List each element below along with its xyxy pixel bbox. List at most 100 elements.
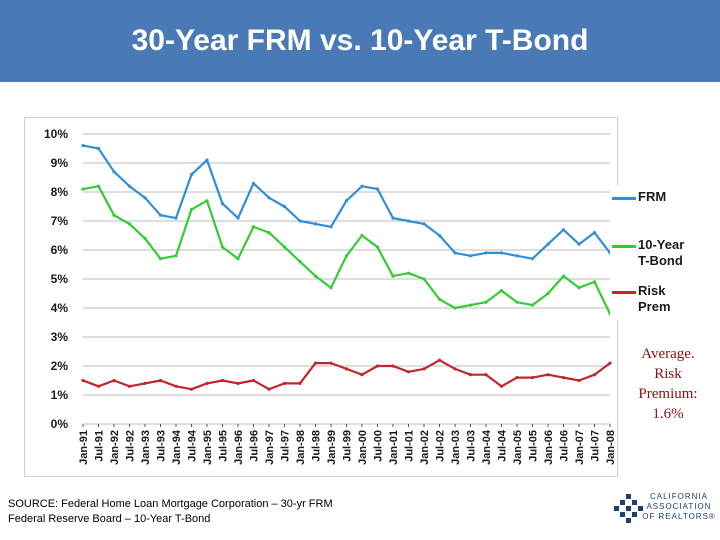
data-point-0-1: [96, 146, 101, 151]
y-tick-label: 1%: [51, 388, 69, 402]
data-point-1-14: [298, 260, 302, 264]
source-note: SOURCE: Federal Home Loan Mortgage Corpo…: [8, 497, 333, 527]
x-tick-label: Jul-91: [94, 430, 106, 462]
data-point-1-2: [112, 213, 116, 217]
data-point-1-3: [127, 222, 132, 226]
x-tick-label: Jul-07: [590, 430, 602, 462]
risk-premium-annotation: Average. Risk Premium: 1.6%: [618, 344, 718, 424]
data-point-2-30: [546, 373, 550, 377]
x-tick-label: Jan-95: [202, 430, 214, 465]
x-tick-label: Jul-01: [404, 430, 416, 462]
data-point-1-1: [96, 184, 101, 188]
data-point-2-17: [344, 367, 349, 371]
y-tick-label: 9%: [51, 156, 69, 170]
annotation-line-3: Premium:: [638, 386, 698, 402]
data-point-2-12: [267, 387, 271, 391]
data-point-1-33: [592, 280, 597, 284]
data-point-1-4: [143, 236, 147, 240]
y-tick-label: 8%: [51, 185, 69, 199]
data-point-1-23: [437, 297, 442, 301]
data-point-1-25: [468, 303, 473, 307]
data-point-1-9: [220, 245, 225, 249]
data-point-2-3: [127, 384, 132, 388]
logo-line-2: ASSOCIATION: [646, 502, 712, 511]
data-point-2-7: [189, 387, 194, 391]
data-point-1-13: [282, 245, 287, 249]
legend-label-frm: FRM: [638, 189, 667, 204]
x-tick-label: Jul-97: [280, 430, 292, 462]
data-point-1-7: [189, 207, 194, 211]
data-point-1-10: [236, 257, 240, 261]
data-point-2-13: [282, 381, 287, 385]
data-point-2-18: [360, 373, 364, 377]
data-point-0-0: [81, 144, 85, 148]
data-point-1-11: [251, 225, 256, 229]
legend-swatch-frm: [612, 197, 636, 200]
data-point-1-27: [499, 289, 504, 293]
data-point-0-31: [561, 228, 566, 232]
data-point-1-20: [391, 274, 395, 278]
x-tick-label: Jan-00: [357, 430, 369, 465]
data-point-1-15: [313, 274, 318, 278]
data-point-0-28: [515, 254, 519, 258]
data-point-1-26: [484, 300, 488, 304]
data-point-2-24: [453, 367, 457, 371]
logo-text: CALIFORNIA ASSOCIATION OF REALTORS®: [642, 492, 716, 522]
data-point-0-7: [189, 173, 194, 177]
x-tick-label: Jan-03: [450, 430, 462, 465]
data-point-0-2: [112, 170, 116, 174]
x-tick-label: Jul-03: [466, 430, 478, 462]
data-point-2-14: [298, 381, 302, 385]
data-point-2-6: [174, 384, 178, 388]
x-tick-label: Jan-02: [419, 430, 431, 465]
data-point-2-0: [81, 378, 85, 383]
data-point-1-6: [174, 254, 178, 258]
data-point-2-4: [143, 381, 147, 385]
data-point-2-29: [530, 376, 535, 380]
x-tick-label: Jan-08: [605, 430, 617, 465]
chart-legend: FRM 10-Year T-Bond Risk Prem: [610, 185, 720, 320]
source-line-1: SOURCE: Federal Home Loan Mortgage Corpo…: [8, 498, 333, 510]
header-banner: 30-Year FRM vs. 10-Year T-Bond: [0, 0, 720, 82]
data-point-0-14: [298, 219, 302, 223]
x-tick-label: Jul-95: [218, 430, 230, 462]
data-point-1-32: [577, 286, 581, 290]
x-tick-label: Jul-99: [342, 430, 354, 462]
y-tick-label: 10%: [44, 127, 68, 141]
data-point-2-27: [499, 384, 504, 388]
data-point-2-15: [313, 361, 318, 365]
data-point-0-15: [313, 222, 318, 226]
data-point-2-1: [96, 384, 101, 388]
x-tick-label: Jul-98: [311, 430, 323, 462]
data-point-0-16: [329, 225, 333, 229]
y-tick-label: 2%: [51, 359, 69, 373]
x-tick-label: Jan-94: [171, 429, 183, 465]
x-tick-label: Jul-02: [435, 430, 447, 462]
data-point-2-31: [561, 376, 566, 380]
x-tick-label: Jan-91: [78, 430, 90, 465]
data-point-0-24: [453, 251, 457, 255]
page-title: 30-Year FRM vs. 10-Year T-Bond: [131, 24, 589, 57]
data-point-2-8: [205, 381, 209, 385]
data-point-0-21: [406, 219, 411, 223]
x-tick-label: Jul-06: [559, 430, 571, 462]
data-point-2-22: [422, 367, 426, 371]
data-point-2-32: [577, 378, 581, 383]
data-point-2-34: [608, 361, 612, 365]
data-point-0-6: [174, 216, 178, 220]
data-point-2-5: [158, 378, 163, 383]
data-point-1-19: [375, 245, 380, 249]
data-point-1-8: [205, 199, 209, 203]
x-tick-label: Jul-00: [373, 430, 385, 462]
logo-line-1: CALIFORNIA: [649, 492, 708, 501]
x-tick-label: Jan-97: [264, 430, 276, 465]
x-tick-label: Jul-05: [528, 430, 540, 462]
data-point-0-33: [592, 231, 597, 235]
data-point-0-29: [530, 257, 535, 261]
y-tick-label: 6%: [51, 243, 69, 257]
y-tick-label: 3%: [51, 330, 69, 344]
x-tick-label: Jan-99: [326, 430, 338, 465]
x-tick-label: Jan-06: [543, 430, 555, 465]
data-point-1-29: [530, 303, 535, 307]
data-point-1-28: [515, 300, 519, 304]
